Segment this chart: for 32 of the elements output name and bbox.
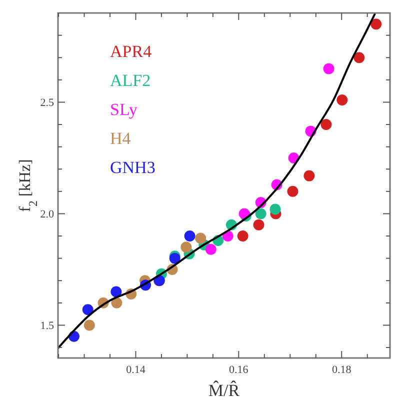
point: [110, 286, 122, 298]
point: [253, 219, 264, 230]
text: GNH3: [110, 158, 156, 177]
text: APR4: [110, 42, 152, 61]
point: [354, 52, 365, 64]
text: H4: [110, 129, 132, 148]
point: [255, 208, 266, 220]
point: [184, 230, 196, 242]
point: [205, 244, 216, 255]
point: [370, 18, 382, 30]
x-tick-label: 0.18: [332, 364, 352, 376]
point: [84, 320, 95, 331]
y-tick-label: 1.5: [40, 320, 54, 332]
point: [304, 170, 315, 182]
x-tick-label: 0.14: [126, 364, 146, 376]
point: [270, 204, 281, 215]
point: [111, 297, 122, 308]
point: [323, 63, 334, 74]
point: [320, 119, 332, 130]
line-series: [58, 13, 376, 350]
text: SLy: [110, 100, 138, 119]
point: [237, 230, 248, 242]
text: ALF2: [110, 71, 151, 90]
point: [195, 232, 206, 244]
y-tick-label: 2.5: [40, 97, 54, 110]
point: [82, 304, 94, 316]
y-tick-label: 2.0: [40, 208, 54, 221]
x-tick-label: 0.16: [229, 364, 249, 376]
point: [180, 242, 192, 253]
point: [336, 94, 348, 106]
point: [287, 186, 298, 197]
x-axis-title: M̂/R̂: [208, 380, 240, 400]
